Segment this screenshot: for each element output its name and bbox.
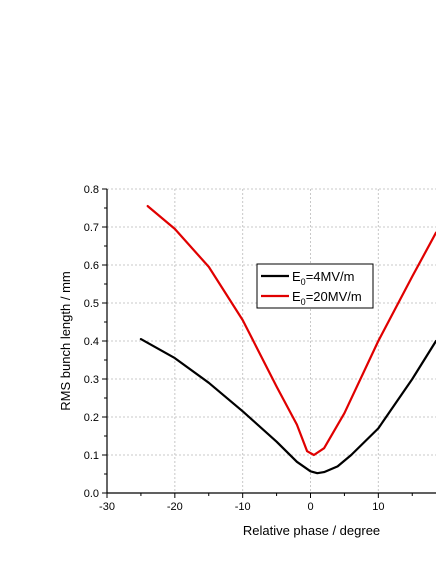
y-tick-label: 0.4 xyxy=(84,336,99,348)
grid xyxy=(107,188,436,493)
legend: E0=4MV/m E0=20MV/m xyxy=(256,263,374,309)
y-axis-label: RMS bunch length / mm xyxy=(58,271,73,410)
legend-box xyxy=(256,263,374,309)
series-line-1 xyxy=(139,338,436,475)
y-tick-label: 0.2 xyxy=(84,412,99,424)
y-tick-label: 0.3 xyxy=(84,374,99,386)
y-tick-label: 0.6 xyxy=(84,260,99,272)
x-tick-label: 0 xyxy=(307,501,313,513)
y-tick-label: 0.1 xyxy=(84,450,99,462)
legend-label-1: E0=4MV/m xyxy=(292,269,354,287)
series-lines xyxy=(139,205,436,475)
y-tick-label: 0.5 xyxy=(84,298,99,310)
series-line-2 xyxy=(146,205,436,457)
ticks: -30 -20 -10 0 10 0.0 0.1 0.2 0.3 0.4 0.5 0.6 0.7 0.8 xyxy=(84,184,413,513)
y-tick-label: 0.8 xyxy=(84,184,99,196)
legend-label-2: E0=20MV/m xyxy=(292,289,362,307)
x-tick-label: -30 xyxy=(99,501,115,513)
x-tick-label: -10 xyxy=(235,501,251,513)
y-tick-label: 0.0 xyxy=(84,488,99,500)
x-tick-label: -20 xyxy=(167,501,183,513)
x-tick-label: 10 xyxy=(372,501,384,513)
y-tick-label: 0.7 xyxy=(84,222,99,234)
x-axis-label: Relative phase / degree xyxy=(243,523,380,538)
